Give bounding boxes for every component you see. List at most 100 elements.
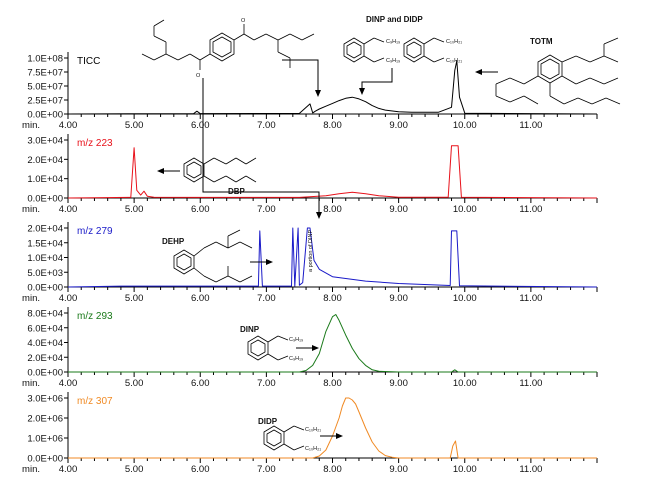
series-line <box>68 397 597 459</box>
x-tick-label: 8.00 <box>323 204 342 215</box>
x-axis-unit: min. <box>22 120 40 131</box>
x-tick-label: 9.00 <box>389 293 408 304</box>
arrowhead-icon <box>315 90 321 97</box>
y-tick-label: 5.0E+03 <box>27 268 63 279</box>
series-line <box>67 60 598 115</box>
y-tick-label: 2.5E+07 <box>27 96 63 107</box>
x-tick-label: 10.00 <box>453 293 477 304</box>
annotation-dbp: DBP <box>228 187 246 196</box>
x-tick-label: 6.00 <box>191 120 210 131</box>
y-tick-label: 7.5E+07 <box>27 68 63 79</box>
chromatogram-panels: 0.0E+00 2.5E+07 5.0E+07 7.5E+07 1.0E+08 4.00 5… <box>22 52 598 475</box>
x-tick-label: 5.00 <box>125 378 144 389</box>
x-tick-label: 6.00 <box>191 293 210 304</box>
y-tick-label: 1.0E+04 <box>27 174 63 185</box>
svg-text:C₁₀H₂₁: C₁₀H₂₁ <box>446 58 462 64</box>
arrowhead-icon <box>157 168 164 174</box>
y-tick-label: 1.0E+06 <box>27 434 63 445</box>
totm-structure-icon <box>495 37 621 105</box>
y-tick-label: 1.0E+08 <box>27 54 63 65</box>
svg-text:C₉H₁₉: C₉H₁₉ <box>386 58 400 64</box>
arrowhead-icon <box>336 433 343 439</box>
series-line <box>67 145 598 199</box>
annotation-dinp-portion: a portion of DINP <box>308 229 314 272</box>
x-tick-label: 4.00 <box>59 378 78 389</box>
x-tick-label: 11.00 <box>519 204 542 215</box>
y-tick-label: 6.0E+04 <box>27 323 63 334</box>
x-tick-label: 5.00 <box>125 464 144 475</box>
x-axis-unit: min. <box>22 293 40 304</box>
x-tick-label: 9.00 <box>389 120 408 131</box>
chart-panel: 0.0E+00 5.0E+03 1.0E+04 1.5E+04 2.0E+04 4.00 5… <box>22 222 598 304</box>
y-tick-label: 0.0E+00 <box>27 368 63 379</box>
y-tick-label: 2.0E+06 <box>27 414 63 425</box>
svg-text:C₁₀H₂₁: C₁₀H₂₁ <box>446 39 462 45</box>
y-tick-label: 4.0E+04 <box>27 338 63 349</box>
x-tick-label: 8.00 <box>323 293 342 304</box>
svg-text:C₉H₁₉: C₉H₁₉ <box>289 337 303 343</box>
annotation-dehp: DEHP <box>162 237 185 246</box>
x-tick-label: 7.00 <box>257 293 276 304</box>
x-tick-label: 10.00 <box>453 464 477 475</box>
x-tick-label: 7.00 <box>257 120 276 131</box>
y-tick-label: 2.0E+04 <box>27 155 63 166</box>
x-tick-label: 7.00 <box>257 464 276 475</box>
series-line <box>68 314 597 373</box>
x-axis-unit: min. <box>22 378 40 389</box>
svg-text:C₉H₁₉: C₉H₁₉ <box>289 356 303 362</box>
arrowhead-icon <box>359 88 365 95</box>
x-axis-unit: min. <box>22 204 40 215</box>
x-tick-label: 4.00 <box>59 204 78 215</box>
trace-label: TICC <box>77 56 100 67</box>
chart-panel: 0.0E+00 2.0E+04 4.0E+04 6.0E+04 8.0E+04 4.00 5… <box>22 307 598 389</box>
x-tick-label: 4.00 <box>59 120 78 131</box>
dbp-structure-icon <box>183 157 257 183</box>
y-tick-label: 0.0E+00 <box>27 454 63 465</box>
x-tick-label: 9.00 <box>389 204 408 215</box>
arrowhead-icon <box>266 259 273 265</box>
x-tick-label: 6.00 <box>191 204 210 215</box>
y-tick-label: 8.0E+04 <box>27 309 63 320</box>
x-tick-label: 10.00 <box>453 204 477 215</box>
x-tick-label: 4.00 <box>59 293 78 304</box>
annotation-totm: TOTM <box>530 37 553 46</box>
y-tick-label: 2.0E+04 <box>27 224 63 235</box>
x-tick-label: 10.00 <box>453 378 477 389</box>
x-tick-label: 11.00 <box>519 464 542 475</box>
x-tick-label: 10.00 <box>453 120 477 131</box>
y-tick-label: 0.0E+00 <box>27 194 63 205</box>
y-tick-label: 3.0E+06 <box>27 394 63 405</box>
x-tick-label: 9.00 <box>389 464 408 475</box>
svg-text:C₁₀H₂₁: C₁₀H₂₁ <box>305 446 321 452</box>
svg-text:O: O <box>196 73 201 79</box>
x-tick-label: 7.00 <box>257 378 276 389</box>
x-tick-label: 4.00 <box>59 464 78 475</box>
x-tick-label: 11.00 <box>519 293 542 304</box>
x-tick-label: 8.00 <box>323 120 342 131</box>
x-tick-label: 8.00 <box>323 464 342 475</box>
annotation-didp: DIDP <box>258 417 278 426</box>
chart-panel: 0.0E+00 2.5E+07 5.0E+07 7.5E+07 1.0E+08 4.00 5… <box>22 52 598 131</box>
x-tick-label: 6.00 <box>191 378 210 389</box>
arrowhead-icon <box>475 69 482 75</box>
terephthalate-structure-icon: O O <box>141 18 315 79</box>
chart-panel: 0.0E+00 1.0E+06 2.0E+06 3.0E+06 4.00 5.00 6.00… <box>22 392 598 475</box>
svg-text:C₉H₁₉: C₉H₁₉ <box>386 39 400 45</box>
x-tick-label: 11.00 <box>519 378 542 389</box>
x-axis-unit: min. <box>22 464 40 475</box>
y-tick-label: 2.0E+04 <box>27 353 63 364</box>
annotation-dinp-didp: DINP and DIDP <box>366 15 423 24</box>
dinp-structure-icon: C₉H₁₉ C₉H₁₉ <box>247 335 303 362</box>
trace-label: m/z 293 <box>77 311 113 322</box>
x-tick-label: 11.00 <box>519 120 542 131</box>
svg-text:C₁₀H₂₁: C₁₀H₂₁ <box>305 427 321 433</box>
arrow-to-tic-peak-icon <box>282 59 319 92</box>
trace-label: m/z 223 <box>77 138 113 149</box>
arrowhead-icon <box>312 345 319 351</box>
trace-label: m/z 279 <box>77 226 113 237</box>
structure-annotations: O O DINP and DIDP C₉H₁₉ C₉H₁₉ C₁₀H₂₁ C₁₀ <box>141 15 621 452</box>
x-tick-label: 7.00 <box>257 204 276 215</box>
y-tick-label: 5.0E+07 <box>27 82 63 93</box>
chart-panel: 0.0E+00 1.0E+04 2.0E+04 3.0E+04 4.00 5.00 6.00… <box>22 134 598 215</box>
y-tick-label: 0.0E+00 <box>27 283 63 294</box>
